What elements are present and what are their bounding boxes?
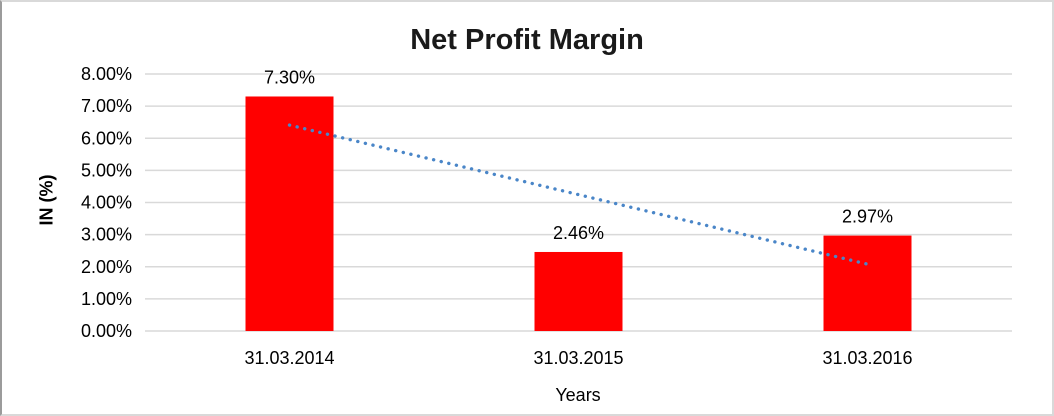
y-tick-label: 4.00% bbox=[81, 193, 132, 213]
bar bbox=[534, 251, 623, 331]
trendline bbox=[287, 123, 870, 266]
bar-value-label: 7.30% bbox=[264, 67, 315, 87]
x-axis-title: Years bbox=[555, 385, 601, 405]
bar bbox=[245, 96, 334, 331]
y-tick-label: 7.00% bbox=[81, 96, 132, 116]
bar bbox=[823, 235, 912, 331]
y-axis-title: IN (%) bbox=[36, 174, 57, 226]
y-tick-label: 0.00% bbox=[81, 321, 132, 341]
y-tick-label: 1.00% bbox=[81, 289, 132, 309]
y-tick-label: 8.00% bbox=[81, 64, 132, 84]
bar-value-label: 2.97% bbox=[842, 207, 893, 227]
y-tick-label: 3.00% bbox=[81, 225, 132, 245]
y-tick-label: 5.00% bbox=[81, 160, 132, 180]
bar-value-label: 2.46% bbox=[553, 223, 604, 243]
x-category-label: 31.03.2014 bbox=[244, 348, 334, 368]
y-tick-label: 6.00% bbox=[81, 128, 132, 148]
y-tick-label: 2.00% bbox=[81, 257, 132, 277]
x-category-label: 31.03.2016 bbox=[822, 348, 912, 368]
chart-title: Net Profit Margin bbox=[410, 24, 644, 56]
x-category-label: 31.03.2015 bbox=[533, 348, 623, 368]
